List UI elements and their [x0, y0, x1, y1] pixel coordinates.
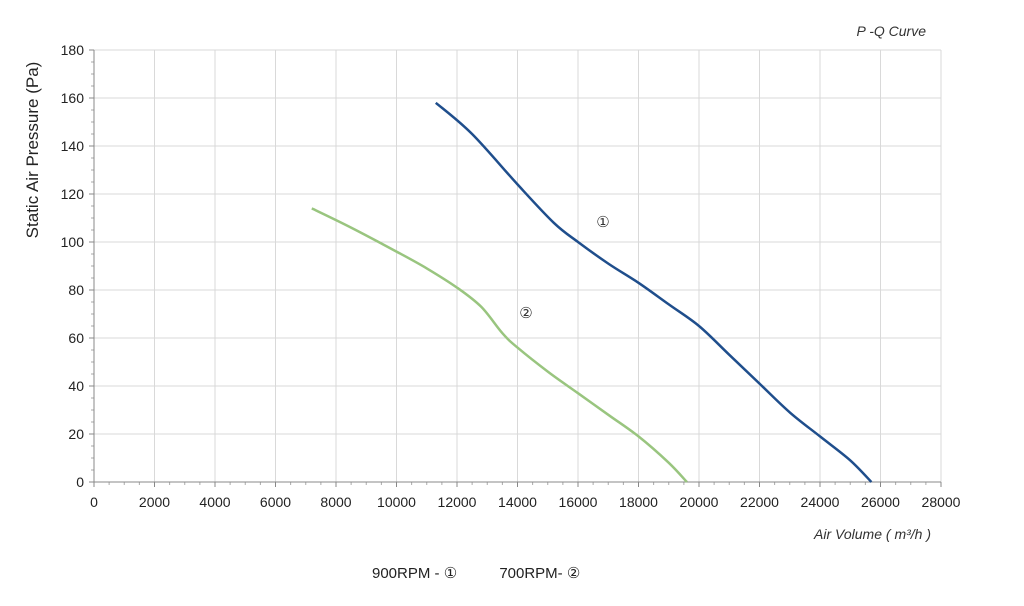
y-tick-label: 160 [61, 90, 85, 106]
y-tick-label: 20 [68, 426, 84, 442]
chart-title: P -Q Curve [857, 23, 927, 39]
x-tick-label: 24000 [801, 494, 840, 510]
x-tick-label: 22000 [740, 494, 779, 510]
y-tick-label: 140 [61, 138, 85, 154]
x-tick-labels: 0 2000 4000 6000 8000 10000 12000 14000 16000 180… [90, 494, 961, 510]
x-axis-title: Air Volume ( m³/h ) [813, 526, 931, 542]
y-axis-title: Static Air Pressure (Pa) [23, 62, 42, 239]
x-tick-label: 26000 [861, 494, 900, 510]
x-tick-label: 2000 [139, 494, 170, 510]
x-tick-label: 14000 [498, 494, 537, 510]
x-tick-label: 0 [90, 494, 98, 510]
legend: 900RPM - ① 700RPM- ② [372, 564, 580, 582]
legend-item-900rpm: 900RPM - ① [372, 565, 458, 582]
series-line-2 [311, 207, 688, 483]
series-label-2: ② [519, 304, 532, 322]
y-tick-label: 0 [76, 474, 84, 490]
y-tick-labels: 0 20 40 60 80 100 120 140 160 180 [61, 42, 85, 490]
y-tick-label: 180 [61, 42, 85, 58]
chart-grid [94, 49, 942, 482]
x-tick-label: 18000 [619, 494, 658, 510]
chart-series [311, 101, 873, 483]
x-tick-label: 16000 [559, 494, 598, 510]
y-tick-label: 120 [61, 186, 85, 202]
y-tick-label: 60 [68, 330, 84, 346]
x-tick-label: 4000 [199, 494, 230, 510]
x-tick-label: 12000 [438, 494, 477, 510]
x-tick-label: 28000 [922, 494, 961, 510]
y-tick-label: 100 [61, 234, 85, 250]
x-tick-label: 6000 [260, 494, 291, 510]
legend-item-700rpm: 700RPM- ② [499, 565, 581, 582]
series-label-1: ① [596, 213, 609, 231]
chart-axes [89, 49, 942, 487]
x-tick-label: 10000 [377, 494, 416, 510]
y-tick-label: 40 [68, 378, 84, 394]
x-tick-label: 20000 [680, 494, 719, 510]
x-tick-label: 8000 [320, 494, 351, 510]
series-line-1 [434, 101, 873, 483]
y-tick-label: 80 [68, 282, 84, 298]
